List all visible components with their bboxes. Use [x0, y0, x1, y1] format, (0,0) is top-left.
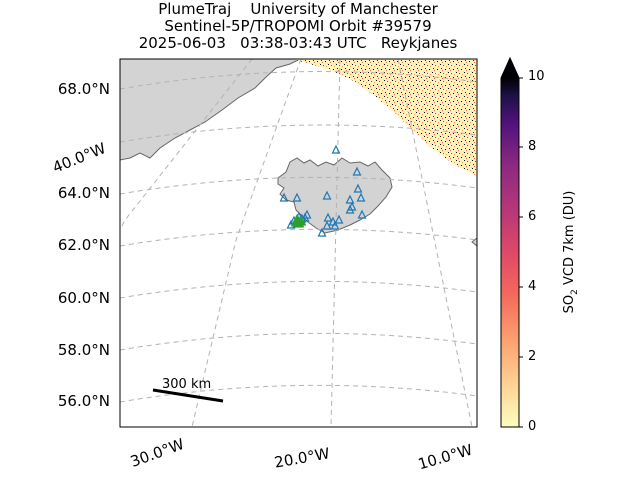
- map-frame: [119, 58, 478, 428]
- title-line-2: Sentinel-5P/TROPOMI Orbit #39579: [164, 17, 432, 35]
- colorbar-extend-arrow: [501, 58, 519, 78]
- colorbar-label-subscript: 2: [569, 289, 580, 295]
- title-line-1: PlumeTraj University of Manchester: [158, 0, 438, 18]
- latitude-gridlines: [120, 71, 477, 403]
- scale-bar-label: 300 km: [162, 377, 212, 392]
- colorbar-label: SO2 VCD 7km (DU): [562, 191, 580, 314]
- lat-label-68n: 68.0°N: [57, 80, 110, 98]
- volcano-markers: [279, 144, 367, 237]
- colorbar-tick-marks: [519, 77, 523, 428]
- colorbar-tick-0: 0: [528, 419, 537, 434]
- colorbar-tick-8: 8: [528, 139, 537, 154]
- colorbar-label-main: SO: [562, 294, 578, 314]
- source-vent-markers: [290, 213, 307, 228]
- colorbar-tick-2: 2: [528, 349, 537, 364]
- colorbar-tick-6: 6: [528, 209, 537, 224]
- greenland-landmass: [120, 59, 301, 161]
- colorbar-outline: [500, 56, 520, 428]
- colorbar-tick-10: 10: [528, 69, 545, 84]
- title-line-3: 2025-06-03 03:38-03:43 UTC Reykjanes: [138, 34, 458, 52]
- colorbar-gradient: [501, 78, 519, 427]
- longitude-gridlines: [120, 59, 473, 427]
- lat-label-62n: 62.0°N: [57, 236, 110, 254]
- lat-label-56n: 56.0°N: [57, 392, 110, 410]
- tropomi-swath-pixels: [292, 59, 477, 176]
- colorbar-label-rest: VCD 7km (DU): [562, 190, 578, 290]
- lat-label-60n: 60.0°N: [57, 289, 110, 307]
- colorbar-tick-4: 4: [528, 279, 537, 294]
- scale-bar-line: [152, 388, 224, 403]
- lat-label-58n: 58.0°N: [57, 341, 110, 359]
- lat-label-64n: 64.0°N: [57, 184, 110, 202]
